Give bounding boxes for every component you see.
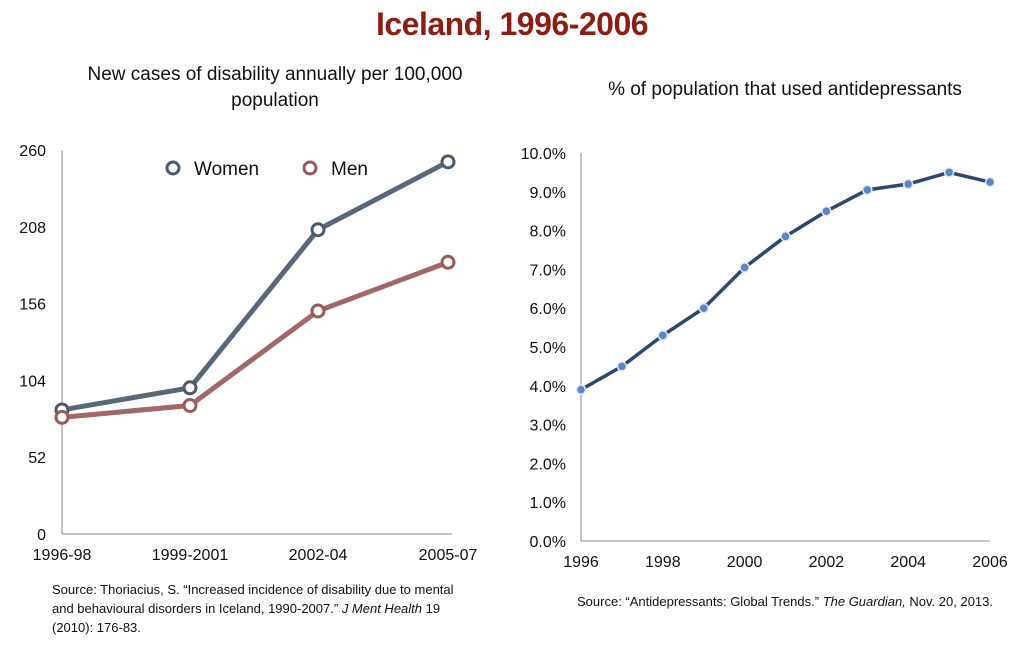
right-y-tick-label: 5.0% xyxy=(530,340,566,357)
data-point-men xyxy=(182,398,198,414)
right-x-tick-label: 2002 xyxy=(809,554,845,571)
right-y-tick-label: 7.0% xyxy=(530,262,566,279)
page-title: Iceland, 1996-2006 xyxy=(375,6,649,42)
left-x-tick-label: 1996-98 xyxy=(33,547,92,564)
legend-label-men: Men xyxy=(331,159,368,180)
left-y-tick-label: 260 xyxy=(19,143,46,160)
right-chart-title: % of population that used antidepressant… xyxy=(608,79,962,100)
right-y-tick-label: 9.0% xyxy=(530,185,566,202)
right-x-tick-label: 2004 xyxy=(890,554,926,571)
data-point-men xyxy=(440,254,456,270)
series-line-women xyxy=(59,159,451,413)
left-y-tick-label: 208 xyxy=(19,220,46,237)
right-x-tick-label: 1996 xyxy=(563,554,599,571)
data-point-men xyxy=(54,409,70,425)
left-source-suffix: 19 (2010): 176-83. xyxy=(52,600,441,635)
right-y-tick-label: 1.0% xyxy=(530,495,566,512)
data-point-antidepressants xyxy=(575,384,587,395)
legend-label-women: Women xyxy=(194,159,259,180)
series-line-men xyxy=(59,259,451,420)
data-point-women xyxy=(310,222,326,238)
right-y-tick-label: 2.0% xyxy=(530,456,566,473)
left-source-prefix: Source: Thoriacius, S. “Increased incide… xyxy=(52,582,454,616)
right-x-tick-label: 2006 xyxy=(972,554,1008,571)
legend-marker-men xyxy=(302,160,318,176)
left-chart-title: New cases of disability annually per 100… xyxy=(87,64,463,111)
right-y-tick-label: 0.0% xyxy=(530,534,566,551)
right-y-tick-label: 8.0% xyxy=(530,224,566,241)
right-chart: 0.0% 1.0% 2.0% 3.0% 4.0% 5.0% 6.0% 7.0% 8.0% 9.0%… xyxy=(521,146,1008,571)
left-y-tick-label: 0 xyxy=(37,527,46,544)
data-point-antidepressants xyxy=(616,361,628,372)
data-point-antidepressants xyxy=(657,330,669,341)
left-chart: 0 52 104 156 208 260 1996-98 1999-2001 2002-04 20… xyxy=(19,143,477,564)
right-y-tick-label: 6.0% xyxy=(530,301,566,318)
left-x-tick-label: 2002-04 xyxy=(289,547,348,564)
left-source-journal: J Ment Health xyxy=(341,600,423,616)
right-x-tick-label: 2000 xyxy=(727,554,763,571)
left-x-tick-label: 1999-2001 xyxy=(152,547,229,564)
legend-marker-women xyxy=(165,160,181,176)
right-y-tick-label: 4.0% xyxy=(530,379,566,396)
left-source-note: Source: Thoriacius, S. “Increased incide… xyxy=(52,581,472,638)
data-point-women xyxy=(440,154,456,170)
data-point-antidepressants xyxy=(698,302,709,314)
right-source-journal: The Guardian, xyxy=(822,594,906,609)
data-point-antidepressants xyxy=(902,178,914,190)
data-point-men xyxy=(310,303,326,319)
right-source-note: Source: “Antidepressants: Global Trends.… xyxy=(577,593,1017,612)
left-y-tick-label: 156 xyxy=(19,297,46,314)
data-point-antidepressants xyxy=(821,205,832,217)
data-point-antidepressants xyxy=(984,176,996,188)
data-point-antidepressants xyxy=(862,184,873,196)
left-y-tick-label: 52 xyxy=(28,450,46,467)
right-source-suffix: Nov. 20, 2013. xyxy=(905,594,994,609)
data-point-antidepressants xyxy=(943,167,955,178)
series-line-antidepressants xyxy=(580,170,991,392)
data-point-antidepressants xyxy=(780,231,791,242)
data-point-antidepressants xyxy=(739,262,750,273)
right-y-tick-label: 3.0% xyxy=(530,418,566,435)
right-source-prefix: Source: “Antidepressants: Global Trends.… xyxy=(577,594,823,609)
right-x-tick-label: 1998 xyxy=(645,554,681,571)
left-y-tick-label: 104 xyxy=(19,373,46,390)
left-x-tick-label: 2005-07 xyxy=(419,547,478,564)
right-y-tick-label: 10.0% xyxy=(521,146,566,163)
data-point-women xyxy=(182,380,198,396)
